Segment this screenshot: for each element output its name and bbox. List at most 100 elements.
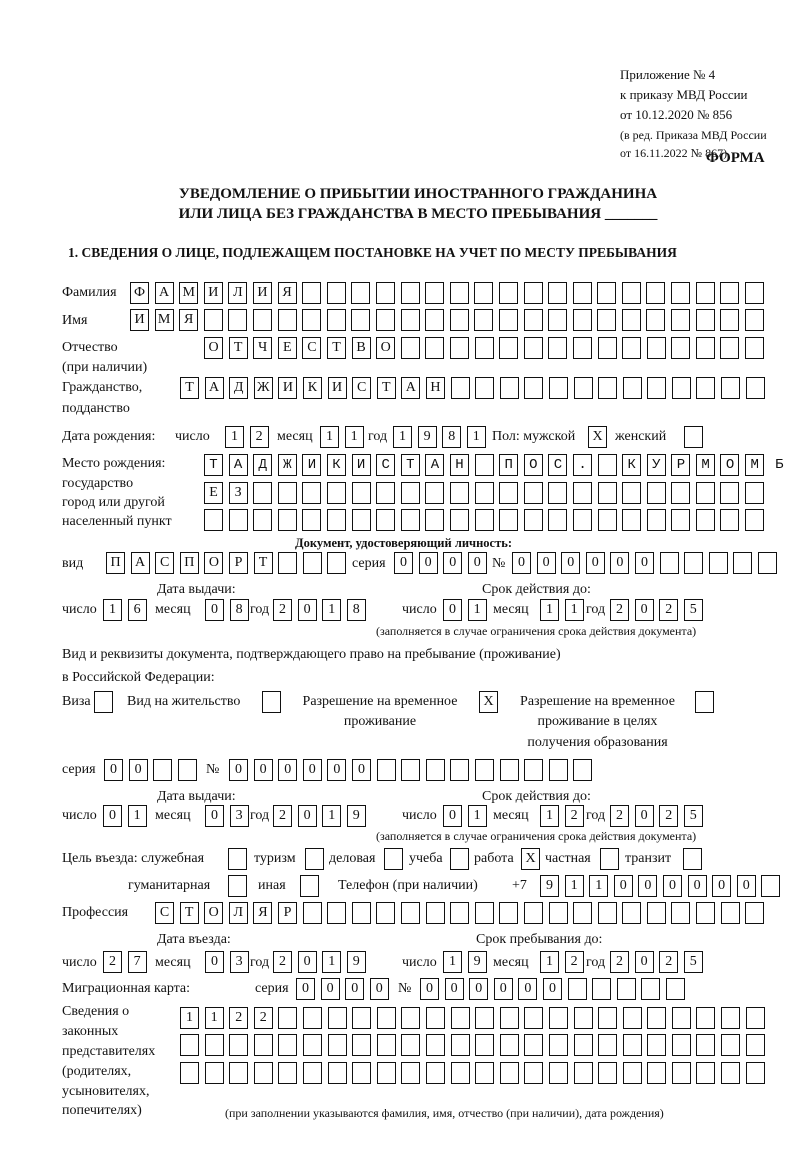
char-box[interactable]: Я — [277, 282, 297, 304]
char-box[interactable]: 0 — [297, 805, 317, 827]
char-box[interactable] — [474, 309, 494, 331]
char-box[interactable] — [548, 337, 568, 359]
char-box[interactable]: 0 — [302, 759, 322, 781]
char-box[interactable] — [302, 902, 322, 924]
char-box[interactable] — [597, 454, 617, 476]
char-box[interactable]: А — [130, 552, 150, 574]
purpose-transit-checkbox[interactable] — [683, 848, 708, 870]
char-box[interactable]: 0 — [205, 951, 224, 973]
char-box[interactable]: 0 — [128, 759, 148, 781]
char-box[interactable]: И — [252, 282, 272, 304]
char-box[interactable]: Т — [228, 337, 248, 359]
char-box[interactable] — [622, 902, 642, 924]
char-box[interactable]: 9 — [467, 951, 487, 973]
char-box[interactable] — [278, 1034, 298, 1056]
char-box[interactable] — [696, 377, 716, 399]
char-box[interactable] — [598, 377, 618, 399]
char-box[interactable] — [450, 1034, 470, 1056]
char-box[interactable] — [499, 377, 519, 399]
char-box[interactable]: С — [155, 552, 175, 574]
char-box[interactable]: Я — [253, 902, 273, 924]
char-box[interactable] — [573, 1007, 593, 1029]
char-box[interactable]: 0 — [443, 552, 463, 574]
char-box[interactable]: С — [352, 377, 372, 399]
char-box[interactable]: 9 — [417, 426, 437, 448]
char-box[interactable] — [228, 309, 248, 331]
char-box[interactable] — [326, 282, 346, 304]
char-box[interactable] — [475, 377, 495, 399]
char-box[interactable] — [474, 759, 494, 781]
char-box[interactable] — [499, 509, 519, 531]
char-box[interactable]: Е — [204, 482, 223, 504]
char-box[interactable] — [524, 1062, 544, 1084]
char-box[interactable] — [646, 337, 666, 359]
char-box[interactable]: В — [351, 337, 371, 359]
char-box[interactable] — [449, 509, 469, 531]
char-box[interactable] — [499, 337, 519, 359]
sex-male-checkbox[interactable]: X — [588, 426, 613, 448]
char-box[interactable] — [573, 1062, 593, 1084]
char-box[interactable] — [302, 509, 322, 531]
char-box[interactable] — [695, 509, 715, 531]
char-box[interactable] — [572, 282, 592, 304]
edu-residence-checkbox[interactable] — [695, 691, 720, 713]
char-box[interactable] — [622, 377, 642, 399]
char-box[interactable] — [597, 282, 617, 304]
char-box[interactable] — [474, 482, 494, 504]
char-box[interactable] — [327, 1062, 347, 1084]
char-box[interactable] — [646, 309, 666, 331]
char-box[interactable] — [400, 482, 420, 504]
char-box[interactable]: 0 — [205, 599, 224, 621]
char-box[interactable] — [449, 454, 469, 476]
char-box[interactable]: 0 — [512, 552, 531, 574]
char-box[interactable] — [326, 509, 346, 531]
char-box[interactable] — [449, 482, 469, 504]
char-box[interactable]: И — [278, 377, 298, 399]
char-box[interactable] — [499, 454, 519, 476]
char-box[interactable]: 0 — [369, 978, 389, 1000]
char-box[interactable] — [376, 1034, 396, 1056]
char-box[interactable]: 1 — [540, 951, 559, 973]
char-box[interactable]: С — [155, 902, 174, 924]
char-box[interactable]: 0 — [542, 978, 562, 1000]
char-box[interactable]: 2 — [564, 951, 584, 973]
char-box[interactable] — [376, 1062, 396, 1084]
char-box[interactable] — [641, 978, 661, 1000]
char-box[interactable] — [548, 1034, 568, 1056]
char-box[interactable] — [745, 902, 765, 924]
char-box[interactable] — [400, 902, 420, 924]
char-box[interactable] — [229, 1034, 249, 1056]
char-box[interactable] — [647, 1062, 667, 1084]
char-box[interactable] — [376, 1007, 396, 1029]
char-box[interactable] — [597, 337, 617, 359]
representatives-line-3[interactable] — [180, 1062, 770, 1084]
checkbox[interactable]: X — [479, 691, 498, 713]
char-box[interactable] — [228, 509, 248, 531]
char-box[interactable] — [425, 1007, 445, 1029]
char-box[interactable] — [572, 509, 592, 531]
char-box[interactable]: 2 — [610, 951, 629, 973]
char-box[interactable] — [597, 902, 617, 924]
char-box[interactable] — [622, 482, 642, 504]
char-box[interactable] — [695, 337, 715, 359]
char-box[interactable] — [425, 509, 445, 531]
char-box[interactable] — [523, 337, 543, 359]
char-box[interactable] — [671, 1007, 691, 1029]
char-box[interactable] — [252, 309, 272, 331]
char-box[interactable] — [499, 482, 519, 504]
char-box[interactable] — [720, 309, 740, 331]
char-box[interactable] — [548, 902, 568, 924]
char-box[interactable]: 0 — [420, 978, 439, 1000]
char-box[interactable] — [720, 337, 740, 359]
char-box[interactable]: 2 — [610, 599, 629, 621]
char-box[interactable]: 1 — [564, 599, 584, 621]
char-box[interactable] — [475, 1034, 495, 1056]
residence-permit-checkbox[interactable] — [262, 691, 287, 713]
char-box[interactable] — [646, 902, 666, 924]
char-box[interactable] — [474, 282, 494, 304]
